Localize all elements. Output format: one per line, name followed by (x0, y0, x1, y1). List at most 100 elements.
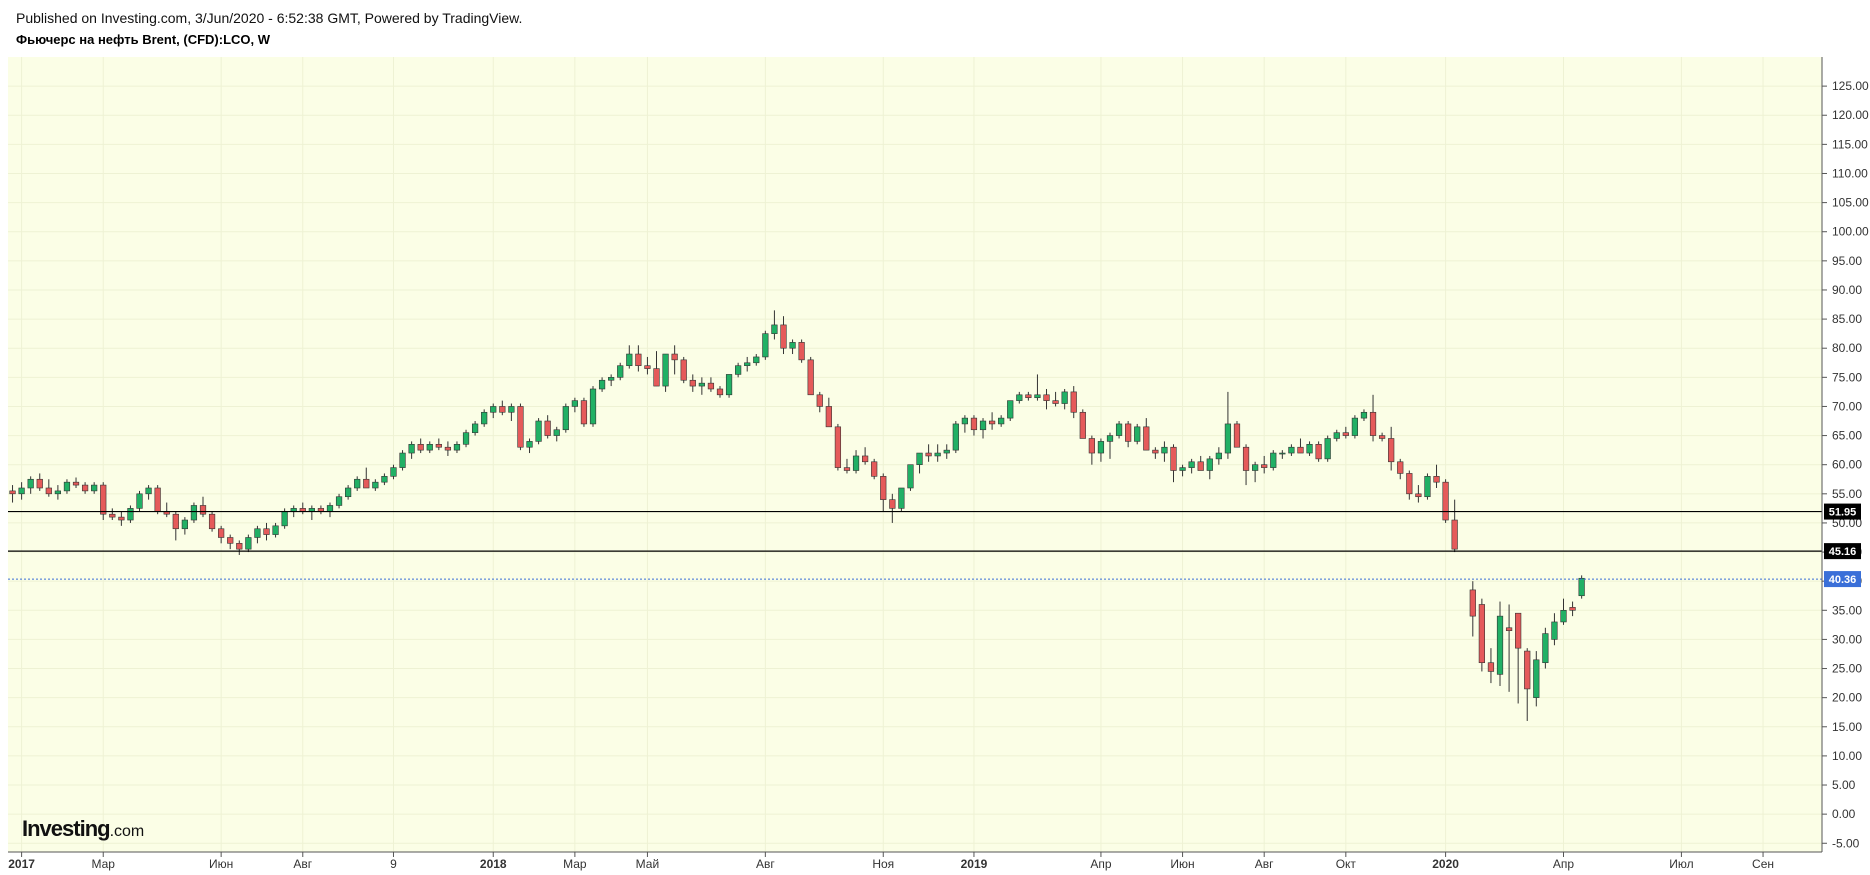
candle-body-up (1333, 432, 1340, 439)
time-tick-label: 2018 (480, 857, 507, 871)
price-tick-label: 100.00 (1832, 225, 1869, 239)
time-tick-label: Окт (1336, 857, 1357, 871)
candle-body-down (1388, 438, 1395, 463)
candle (453, 441, 461, 454)
candle (27, 476, 34, 494)
candle (1415, 485, 1422, 503)
price-tick-label: 30.00 (1832, 632, 1862, 646)
candle-body-up (571, 400, 578, 407)
candle (100, 482, 107, 521)
candle (898, 487, 905, 512)
candle-body-down (118, 516, 125, 521)
candle (1043, 388, 1050, 410)
candle-body-down (1569, 607, 1576, 611)
candle-body-down (653, 368, 660, 387)
candle (481, 409, 488, 427)
candle (372, 479, 379, 491)
candle (680, 356, 687, 384)
candle-body-down (317, 508, 325, 512)
candle (426, 441, 433, 454)
candle (1533, 651, 1540, 707)
candle-body-up (1560, 609, 1567, 623)
candle (1297, 438, 1304, 454)
candle-body-up (91, 484, 98, 492)
candle-body-up (481, 411, 488, 425)
candle (218, 525, 225, 544)
candle (843, 458, 851, 474)
candle-body-down (1415, 493, 1422, 498)
candle (852, 450, 860, 474)
candle (998, 415, 1005, 427)
candle (345, 485, 352, 500)
candle (988, 412, 996, 430)
candle (816, 391, 823, 413)
candle (118, 511, 125, 526)
candle-body-down (435, 444, 442, 448)
candle-body-down (1052, 400, 1059, 404)
candle (1134, 423, 1141, 445)
level-badge-label: 45.16 (1829, 546, 1857, 558)
candle-body-up (562, 406, 569, 431)
candle (1442, 479, 1449, 523)
candle-body-down (1233, 423, 1241, 448)
candle-body-down (1088, 438, 1095, 454)
price-axis[interactable]: 125.00 120.00 115.00 110.00 105.00 100.00 95.0… (1822, 79, 1869, 850)
candle (526, 438, 533, 454)
candle (617, 362, 624, 381)
time-axis[interactable]: 2017 Мар Июн Авг 9 2018 Мар Май Авг Ноя 2019 Апр Июн… (8, 852, 1774, 871)
candle (1179, 464, 1186, 477)
candle (1079, 409, 1086, 439)
candle (1360, 409, 1368, 422)
candle-body-up (907, 464, 914, 489)
candle-body-down (871, 461, 878, 477)
candle (145, 485, 152, 500)
candle-body-up (934, 452, 941, 457)
candle-body-down (671, 353, 678, 361)
candle-body-up (281, 510, 288, 527)
time-tick-label: 2019 (961, 857, 988, 871)
candle (136, 490, 143, 512)
time-tick-label: Мар (563, 857, 587, 871)
candle (263, 522, 270, 541)
plot-area[interactable] (8, 57, 1822, 852)
candle (626, 345, 633, 369)
candle (172, 511, 179, 541)
candle (889, 493, 896, 523)
candle (635, 345, 642, 372)
candle-body-up (181, 519, 188, 530)
price-tick-label: 120.00 (1832, 108, 1869, 122)
candle (154, 485, 161, 515)
price-tick-label: 0.00 (1832, 807, 1856, 821)
candle (490, 403, 497, 419)
candle (1324, 435, 1331, 462)
time-tick-label: Июн (209, 857, 233, 871)
candle-body-up (735, 365, 742, 375)
candle-body-up (1306, 444, 1313, 454)
price-tick-label: 20.00 (1832, 691, 1862, 705)
candle (907, 464, 914, 491)
price-tick-label: -5.00 (1832, 836, 1860, 850)
candle-body-up (372, 481, 379, 489)
candle (952, 421, 959, 454)
candle-body-down (208, 513, 216, 530)
candle (81, 482, 89, 494)
candle-body-up (145, 487, 152, 495)
candle (1206, 455, 1213, 480)
candle-body-down (1487, 662, 1495, 672)
candle-body-down (1197, 461, 1204, 471)
price-tick-label: 105.00 (1832, 196, 1869, 210)
candle-body-up (408, 444, 415, 454)
candle (517, 403, 524, 451)
candle (1515, 612, 1522, 704)
candle (508, 403, 515, 422)
candle-body-up (426, 444, 433, 451)
current-price-badge: 40.36 (1824, 571, 1861, 588)
candle (707, 377, 715, 392)
candle (18, 482, 25, 500)
candle (1233, 421, 1241, 448)
candle-body-up (771, 324, 778, 334)
candle-body-up (245, 537, 252, 550)
candle-body-down (1451, 519, 1458, 550)
candle (1088, 435, 1095, 465)
